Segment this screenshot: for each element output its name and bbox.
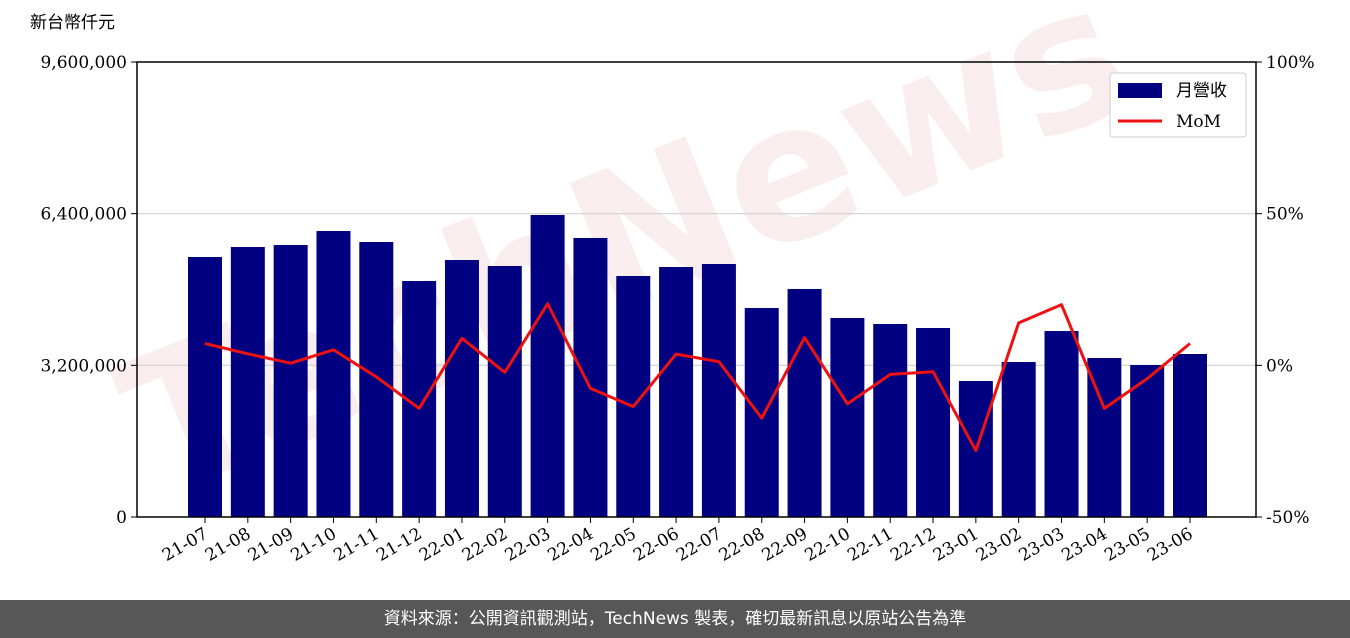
legend-label: 月營收 xyxy=(1176,81,1227,101)
x-tick-label: 22-01 xyxy=(416,524,468,566)
x-tick-label: 23-06 xyxy=(1144,524,1196,566)
x-tick-label: 22-07 xyxy=(673,524,725,566)
bar xyxy=(916,327,951,517)
chart: 新台幣仟元 TechNews 03,200,0006,400,0009,600,… xyxy=(30,0,1315,566)
bar xyxy=(1001,362,1036,517)
bar xyxy=(1044,331,1079,517)
y2-tick-label: -50% xyxy=(1266,508,1310,528)
y-tick-label: 9,600,000 xyxy=(40,53,127,73)
y-tick-label: 0 xyxy=(116,508,127,528)
bar xyxy=(787,288,822,517)
x-tick-label: 23-03 xyxy=(1016,524,1068,566)
x-tick-label: 22-10 xyxy=(801,524,853,566)
bar xyxy=(830,317,865,517)
x-tick-label: 22-12 xyxy=(887,524,939,566)
x-tick-label: 22-02 xyxy=(459,524,511,566)
y-tick-label: 3,200,000 xyxy=(40,356,127,376)
x-tick-label: 23-04 xyxy=(1058,524,1110,566)
y-tick-label: 6,400,000 xyxy=(40,205,127,225)
y2-tick-label: 100% xyxy=(1266,53,1315,73)
bar xyxy=(230,246,265,517)
legend-swatch xyxy=(1118,83,1162,98)
x-tick-label: 22-04 xyxy=(544,524,596,566)
x-tick-label: 21-10 xyxy=(288,524,340,566)
x-tick-label: 22-09 xyxy=(759,524,811,566)
bar xyxy=(1130,365,1165,517)
bar xyxy=(487,265,522,517)
bar xyxy=(659,266,694,517)
x-tick-label: 21-08 xyxy=(202,524,254,566)
x-tick-label: 21-12 xyxy=(373,524,425,566)
mom-line xyxy=(204,302,1191,453)
bar xyxy=(744,307,779,517)
bar xyxy=(701,264,736,517)
y2-tick-label: 0% xyxy=(1266,356,1293,376)
bar xyxy=(1173,354,1207,517)
bar xyxy=(873,324,908,517)
footer: 資料來源：公開資訊觀測站，TechNews 製表，確切最新訊息以原站公告為準 xyxy=(0,600,1350,638)
y2-tick-label: 50% xyxy=(1266,205,1304,225)
bar xyxy=(573,237,608,518)
x-tick-label: 22-03 xyxy=(502,524,554,566)
bar xyxy=(616,275,651,517)
x-tick-label: 23-01 xyxy=(930,524,982,566)
bar xyxy=(316,231,351,517)
x-tick-label: 21-09 xyxy=(245,524,297,566)
x-tick-label: 23-02 xyxy=(973,524,1025,566)
bar xyxy=(444,260,479,517)
legend-label: MoM xyxy=(1176,112,1221,132)
plot-frame xyxy=(136,61,1257,518)
x-tick-label: 22-11 xyxy=(844,524,896,566)
x-tick-label: 22-08 xyxy=(716,524,768,566)
bar xyxy=(188,256,222,517)
x-tick-label: 21-11 xyxy=(330,524,382,566)
bar xyxy=(273,244,308,518)
y-axis-label: 新台幣仟元 xyxy=(30,13,115,33)
x-tick-label: 23-05 xyxy=(1101,524,1153,566)
x-tick-label: 22-05 xyxy=(587,524,639,566)
bar xyxy=(530,214,565,517)
bar xyxy=(359,242,394,517)
x-tick-label: 22-06 xyxy=(630,524,682,566)
